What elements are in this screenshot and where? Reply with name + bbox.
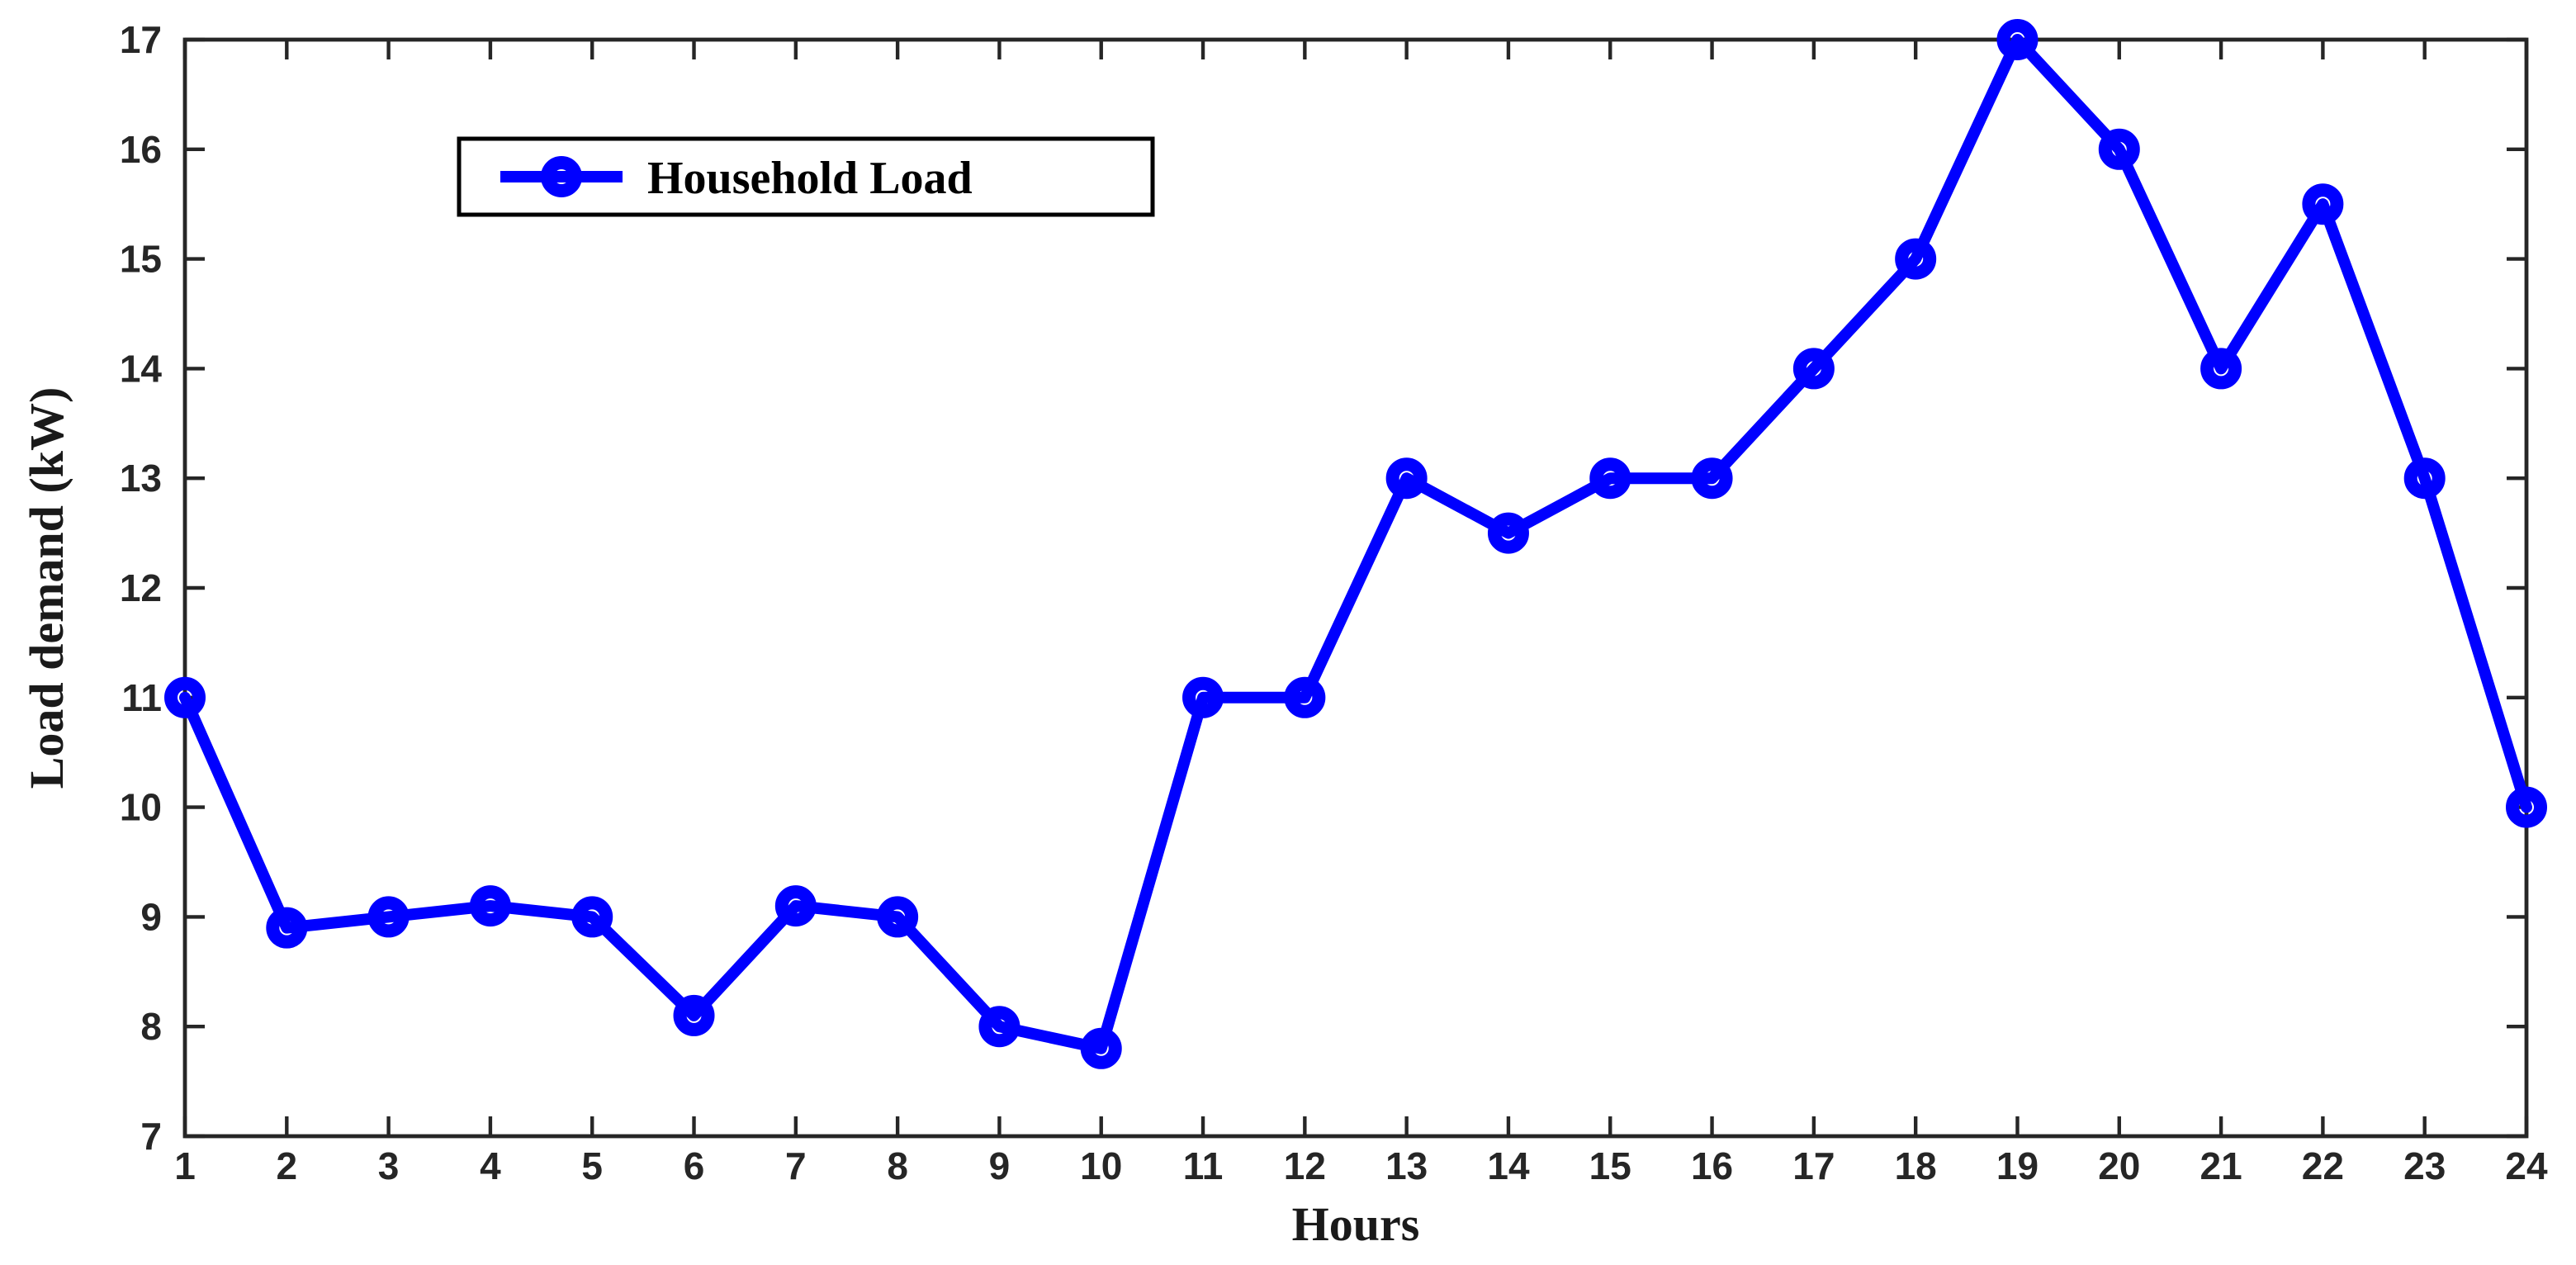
data-point-marker	[1284, 676, 1326, 718]
y-tick-label: 8	[140, 1005, 162, 1048]
data-point-marker	[2403, 457, 2446, 500]
data-point-marker	[1589, 457, 1631, 500]
y-tick-label: 13	[120, 457, 162, 500]
data-point-marker	[1996, 19, 2039, 60]
data-point-marker	[469, 885, 511, 927]
data-point-marker	[877, 896, 919, 938]
y-tick-label: 16	[120, 128, 162, 171]
x-tick-label: 7	[785, 1144, 807, 1187]
x-tick-label: 4	[480, 1144, 501, 1187]
x-tick-label: 12	[1284, 1144, 1326, 1187]
x-tick-label: 3	[378, 1144, 400, 1187]
x-tick-label: 15	[1589, 1144, 1631, 1187]
x-tick-label: 24	[2505, 1144, 2548, 1187]
legend: Household Load	[457, 136, 1155, 217]
data-point-marker	[2302, 183, 2344, 225]
x-tick-label: 5	[581, 1144, 603, 1187]
x-tick-label: 13	[1385, 1144, 1428, 1187]
x-tick-label: 16	[1691, 1144, 1733, 1187]
y-tick-label: 11	[121, 676, 162, 719]
y-tick-label: 15	[120, 238, 162, 281]
x-tick-label: 11	[1183, 1144, 1224, 1187]
y-tick-label: 17	[120, 18, 162, 61]
legend-label: Household Load	[647, 153, 973, 204]
y-tick-label: 7	[140, 1115, 162, 1158]
plot-area: 1 2 3 4 5 6 7 8 9 10 11 12 13 14 15 16 17 18 19 20 21 22 23 247…	[120, 18, 2548, 1187]
y-axis-title: Load demand (kW)	[20, 387, 73, 789]
data-point-marker	[571, 896, 613, 938]
legend-marker-icon	[541, 156, 582, 197]
data-point-marker	[673, 994, 715, 1036]
x-tick-label: 22	[2302, 1144, 2344, 1187]
x-tick-label: 17	[1792, 1144, 1835, 1187]
x-tick-label: 6	[684, 1144, 705, 1187]
x-tick-label: 21	[2200, 1144, 2242, 1187]
data-point-marker	[774, 885, 817, 927]
x-tick-label: 8	[887, 1144, 908, 1187]
x-tick-label: 23	[2403, 1144, 2446, 1187]
data-point-marker	[2098, 128, 2140, 170]
y-tick-label: 12	[120, 566, 162, 609]
x-tick-label: 9	[989, 1144, 1011, 1187]
x-tick-label: 2	[277, 1144, 298, 1187]
y-tick-label: 10	[120, 786, 162, 829]
data-point-marker	[1385, 457, 1428, 500]
x-tick-label: 20	[2098, 1144, 2140, 1187]
x-axis-title: Hours	[1292, 1197, 1420, 1251]
data-point-marker	[1691, 457, 1733, 500]
x-tick-label: 10	[1080, 1144, 1122, 1187]
data-point-marker	[2200, 348, 2242, 390]
x-tick-label: 14	[1487, 1144, 1530, 1187]
data-point-marker	[1792, 348, 1835, 390]
data-point-marker	[266, 907, 308, 949]
data-point-marker	[1080, 1027, 1122, 1069]
x-tick-label: 19	[1996, 1144, 2039, 1187]
data-point-marker	[164, 676, 206, 718]
x-tick-label: 1	[174, 1144, 196, 1187]
data-point-marker	[1895, 238, 1937, 280]
data-point-marker	[367, 896, 410, 938]
data-point-marker	[1182, 676, 1224, 718]
x-tick-label: 18	[1895, 1144, 1937, 1187]
data-point-marker	[2506, 786, 2547, 828]
y-tick-label: 14	[120, 347, 163, 390]
data-point-marker	[978, 1006, 1020, 1048]
y-tick-label: 9	[140, 895, 162, 938]
data-point-marker	[1487, 512, 1529, 554]
